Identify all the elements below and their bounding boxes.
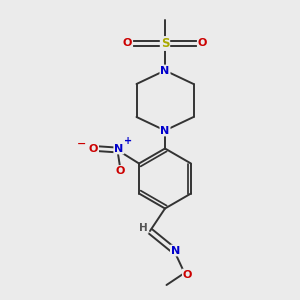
- Text: N: N: [171, 245, 180, 256]
- Text: O: O: [123, 38, 132, 49]
- Text: N: N: [160, 65, 169, 76]
- Text: S: S: [161, 37, 169, 50]
- Text: H: H: [139, 223, 148, 233]
- Text: O: O: [198, 38, 207, 49]
- Text: O: O: [89, 143, 98, 154]
- Text: +: +: [124, 136, 132, 146]
- Text: O: O: [183, 269, 192, 280]
- Text: O: O: [116, 166, 125, 176]
- Text: N: N: [160, 125, 169, 136]
- Text: −: −: [77, 139, 86, 149]
- Text: N: N: [114, 143, 124, 154]
